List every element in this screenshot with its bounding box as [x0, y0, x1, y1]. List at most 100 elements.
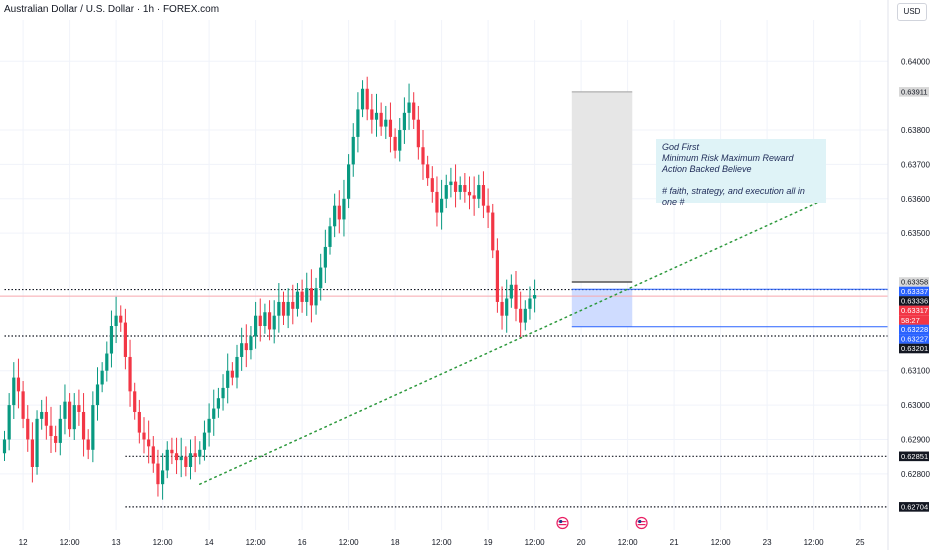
candle-body [68, 401, 72, 430]
candle-body [258, 315, 262, 327]
candle-body [477, 185, 481, 199]
candle-body [202, 432, 207, 450]
candle-body [453, 181, 458, 192]
price-label-bg [899, 343, 929, 354]
candle-body [440, 198, 444, 213]
candlestick-series [2, 76, 537, 500]
price-tick-label: 0.62800 [901, 470, 930, 479]
candle-body [495, 250, 499, 302]
flag-stripe [558, 521, 567, 523]
candle-body [179, 456, 183, 461]
candle-body [142, 432, 146, 440]
candle-body [216, 398, 220, 409]
time-tick-label: 12:00 [432, 538, 453, 547]
price-tick-label: 0.64000 [901, 57, 930, 66]
candle-body [430, 178, 434, 192]
flag-stripe [558, 524, 567, 526]
time-tick-label: 12:00 [60, 538, 81, 547]
candle-body [300, 291, 304, 302]
candle-body [458, 185, 462, 192]
candle-body [109, 326, 114, 354]
candle-body [286, 301, 290, 316]
candle-body [514, 284, 518, 309]
candle-body [44, 411, 48, 426]
time-tick-label: 12 [19, 538, 28, 547]
candle-body [379, 112, 383, 127]
candle-body [444, 185, 448, 199]
candle-body [184, 456, 188, 467]
price-label-bg [899, 286, 929, 297]
candle-body [105, 353, 109, 371]
currency-button[interactable]: USD [897, 3, 927, 21]
price-tick-label: 0.63700 [901, 160, 930, 169]
candle-body [58, 418, 62, 443]
candle-body [16, 377, 21, 392]
candle-body [333, 205, 337, 227]
candle-body [170, 449, 174, 454]
text-note[interactable]: God First Minimum Risk Maximum Reward Ac… [656, 139, 826, 207]
us-flag-icon [556, 516, 569, 530]
price-tick-label: 0.63000 [901, 401, 930, 410]
candle-body [198, 449, 202, 457]
price-label: 0.63337 [901, 287, 928, 296]
price-label-bg [899, 277, 929, 287]
price-tick-label: 0.63500 [901, 229, 930, 238]
candle-body [435, 191, 439, 213]
event-markers[interactable] [556, 516, 648, 530]
candle-body [528, 298, 532, 309]
candle-body [491, 212, 495, 251]
horizontal-levels[interactable] [0, 288, 888, 508]
price-label-bg [899, 451, 929, 462]
price-axis[interactable]: 0.64000 0.63800 0.63700 0.63600 0.63500 0.631… [899, 57, 930, 512]
candle-body [509, 284, 513, 299]
candle-body [351, 136, 355, 165]
candle-body [119, 315, 123, 323]
candle-body [295, 291, 300, 309]
candle-body [2, 439, 7, 454]
price-label: 0.62851 [901, 452, 928, 461]
candle-body [314, 288, 318, 306]
time-tick-label: 12:00 [804, 538, 825, 547]
candle-body [161, 470, 165, 485]
price-tick-label: 0.63600 [901, 195, 930, 204]
candle-body [7, 405, 11, 440]
price-tick-label: 0.63800 [901, 126, 930, 135]
price-label-bg [899, 87, 929, 97]
candle-body [35, 418, 39, 467]
candle-body [77, 405, 81, 412]
price-label-bg [899, 305, 929, 316]
candle-body [81, 411, 86, 440]
note-line: # faith, strategy, and execution all in [662, 186, 805, 196]
time-tick-label: 23 [763, 538, 772, 547]
candle-body [137, 411, 141, 433]
candle-body [267, 312, 272, 330]
time-tick-label: 12:00 [618, 538, 639, 547]
candle-body [277, 301, 281, 316]
note-line: Action Backed Believe [662, 164, 752, 174]
candle-body [272, 315, 276, 330]
candle-body [151, 446, 155, 464]
candle-body [328, 226, 332, 247]
target-zone [571, 91, 633, 283]
candle-body [188, 453, 193, 467]
candle-body [249, 336, 253, 351]
price-tick-label: 0.62900 [901, 435, 930, 444]
flag-canton [638, 519, 642, 524]
candle-body [63, 401, 67, 419]
trendline[interactable] [199, 201, 819, 485]
candle-body [472, 195, 476, 199]
time-tick-label: 12:00 [246, 538, 267, 547]
time-tick-label: 25 [856, 538, 865, 547]
time-tick-label: 12:00 [339, 538, 360, 547]
candle-body [174, 453, 179, 461]
time-axis[interactable]: 12 12:00 13 12:00 14 12:00 16 12:00 18 12:00 19 12:… [19, 538, 865, 547]
candle-body [244, 343, 248, 351]
candle-body [426, 164, 430, 179]
price-label: 0.62704 [901, 502, 928, 511]
candle-body [365, 88, 369, 110]
price-label: 0.63228 [901, 325, 928, 334]
price-label: 0.63227 [901, 335, 928, 344]
long-position-zones[interactable] [571, 91, 633, 327]
flag-stripe [637, 521, 646, 523]
